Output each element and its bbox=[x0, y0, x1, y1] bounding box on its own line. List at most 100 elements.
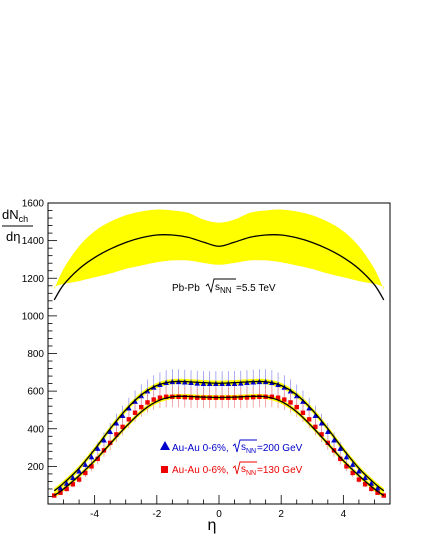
legend-label-200-sqrt: sNN bbox=[241, 442, 256, 455]
annotation-sqrt: sNN bbox=[215, 282, 232, 295]
y-tick-label: 1600 bbox=[22, 199, 45, 210]
data-point-triangle bbox=[237, 380, 244, 386]
data-point-triangle bbox=[194, 380, 201, 386]
data-point-square bbox=[344, 464, 349, 469]
annotation-suffix: =5.5 TeV bbox=[236, 283, 276, 294]
data-point-triangle bbox=[325, 428, 331, 434]
sqrt-sign bbox=[232, 439, 257, 453]
data-point-triangle bbox=[368, 480, 375, 486]
data-point-triangle bbox=[88, 454, 95, 460]
uncertainty-band-0 bbox=[54, 209, 384, 290]
data-point-square bbox=[294, 404, 299, 410]
data-point-triangle bbox=[343, 454, 350, 460]
x-tick-label: -2 bbox=[152, 509, 161, 520]
x-tick-label: 0 bbox=[216, 509, 222, 520]
sqrt-sign bbox=[205, 278, 236, 294]
data-point-triangle bbox=[362, 474, 368, 481]
data-point-triangle bbox=[126, 405, 132, 411]
data-point-triangle bbox=[374, 485, 381, 491]
x-tick-label: 2 bbox=[278, 509, 284, 520]
data-point-square bbox=[356, 477, 362, 482]
data-point-triangle bbox=[231, 380, 238, 386]
data-point-square bbox=[300, 410, 306, 415]
data-point-triangle bbox=[57, 485, 64, 491]
sqrt-sign bbox=[232, 461, 257, 475]
data-point-square bbox=[95, 456, 100, 462]
data-point-triangle bbox=[119, 412, 126, 418]
data-point-triangle bbox=[101, 437, 107, 443]
y-tick-label: 800 bbox=[27, 349, 44, 360]
x-axis-title: η bbox=[208, 517, 217, 534]
y-axis-title-denominator: dη bbox=[6, 229, 20, 244]
data-point-square bbox=[126, 417, 132, 422]
data-point-triangle bbox=[312, 412, 319, 418]
data-point-triangle bbox=[113, 420, 120, 426]
data-point-triangle bbox=[94, 445, 101, 451]
legend-entry-200gev: Au-Au 0-6%, sNN =200 GeV bbox=[160, 439, 303, 455]
y-axis-title: dNch dη bbox=[2, 207, 33, 244]
legend-label-200-prefix: Au-Au 0-6%, bbox=[172, 443, 229, 454]
data-point-square bbox=[188, 395, 194, 400]
data-point-square bbox=[145, 400, 150, 405]
data-point-square bbox=[275, 395, 281, 400]
data-point-square bbox=[64, 486, 69, 492]
data-point-square bbox=[139, 404, 144, 410]
legend-marker-square bbox=[161, 466, 168, 473]
y-tick-label: 1200 bbox=[22, 274, 45, 285]
data-point-square bbox=[251, 394, 256, 400]
annotation-prefix: Pb-Pb bbox=[172, 283, 200, 294]
data-point-square bbox=[269, 394, 275, 399]
x-tick-label: -4 bbox=[90, 509, 99, 520]
data-point-square bbox=[52, 493, 57, 498]
legend-label-130-prefix: Au-Au 0-6%, bbox=[172, 465, 229, 476]
data-point-square bbox=[195, 395, 200, 400]
data-point-square bbox=[350, 470, 355, 476]
y-tick-label: 600 bbox=[27, 387, 44, 398]
data-point-triangle bbox=[76, 468, 82, 474]
data-point-triangle bbox=[70, 474, 76, 481]
data-point-triangle bbox=[200, 380, 207, 386]
data-point-triangle bbox=[107, 428, 113, 434]
legend-marker-triangle bbox=[160, 441, 170, 450]
y-tick-label: 1000 bbox=[22, 311, 45, 322]
data-point-square bbox=[157, 395, 163, 400]
data-point-square bbox=[163, 394, 169, 399]
annotation-pbpb: Pb-Pb sNN =5.5 TeV bbox=[172, 278, 276, 295]
legend-label-130-sqrt: sNN bbox=[241, 464, 256, 477]
y-axis-title-numerator: dNch bbox=[2, 207, 28, 224]
data-point-triangle bbox=[356, 468, 362, 474]
data-point-square bbox=[288, 400, 293, 405]
y-tick-label: 200 bbox=[27, 462, 44, 473]
data-point-square bbox=[114, 432, 119, 437]
plot-area bbox=[52, 209, 386, 498]
data-point-square bbox=[58, 490, 63, 495]
data-point-square bbox=[70, 482, 76, 487]
data-point-square bbox=[83, 470, 88, 476]
model-curve-2 bbox=[53, 395, 385, 497]
x-tick-label: 4 bbox=[341, 509, 347, 520]
data-point-triangle bbox=[63, 480, 70, 486]
data-point-square bbox=[151, 397, 156, 402]
data-point-square bbox=[369, 486, 374, 492]
data-point-square bbox=[313, 424, 318, 430]
data-point-square bbox=[244, 395, 250, 400]
y-tick-label: 1400 bbox=[22, 236, 45, 247]
data-point-square bbox=[132, 410, 138, 415]
axes: 200 400 600 800 1000 1200 1400 1600 -4 -2 0 2 4 bbox=[22, 199, 391, 520]
data-point-triangle bbox=[82, 461, 89, 467]
data-point-square bbox=[89, 464, 94, 469]
data-point-square bbox=[282, 397, 287, 402]
data-point-square bbox=[375, 490, 380, 495]
data-point-square bbox=[120, 424, 125, 430]
data-point-square bbox=[76, 477, 82, 482]
data-point-square bbox=[362, 482, 368, 487]
data-point-square bbox=[182, 394, 187, 400]
data-point-square bbox=[381, 493, 386, 498]
y-tick-label: 400 bbox=[27, 424, 44, 435]
data-point-triangle bbox=[337, 445, 344, 451]
data-point-square bbox=[238, 395, 243, 400]
legend-label-130-suffix: =130 GeV bbox=[257, 465, 303, 476]
model-curve-0 bbox=[53, 234, 385, 301]
data-point-triangle bbox=[318, 420, 325, 426]
model-curve-1 bbox=[53, 380, 385, 492]
